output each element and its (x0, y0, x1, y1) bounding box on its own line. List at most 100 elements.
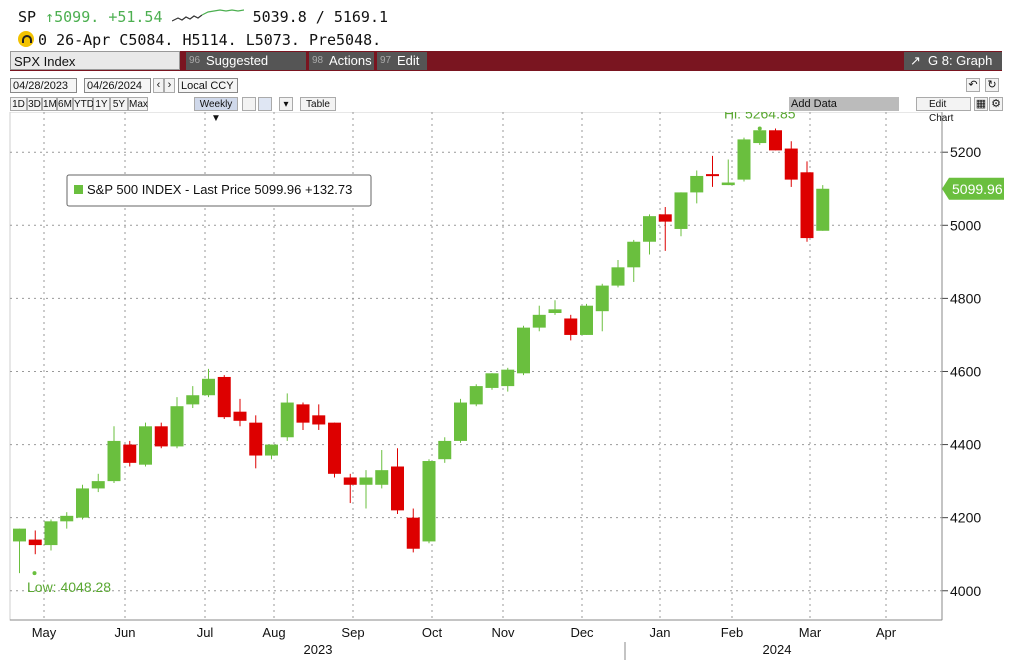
market-status-icon (18, 31, 34, 47)
y-tick-label: 4000 (950, 583, 981, 599)
month-label: Jul (197, 625, 214, 640)
low-value: 5073. (254, 31, 300, 49)
month-label: Nov (491, 625, 515, 640)
candle-type-icon[interactable] (258, 97, 272, 111)
candle-body (800, 172, 814, 239)
period-5y[interactable]: 5Y (110, 97, 128, 111)
gear-icon[interactable]: ⚙ (989, 97, 1003, 111)
next-icon[interactable]: › (164, 78, 175, 93)
candle-body (485, 373, 499, 388)
candle-body (816, 188, 830, 231)
dropdown-icon[interactable]: ▾ (279, 97, 293, 111)
start-date-field[interactable]: 04/28/2023 (10, 78, 77, 93)
currency-select[interactable]: Local CCY (178, 78, 238, 93)
sparkline-icon (171, 9, 244, 22)
security-field[interactable]: SPX Index (10, 51, 180, 70)
candle-body (170, 406, 184, 447)
candle-body (60, 515, 74, 522)
period-1d[interactable]: 1D (10, 97, 27, 111)
month-label: May (32, 625, 57, 640)
legend-text: S&P 500 INDEX - Last Price 5099.96 +132.… (87, 182, 352, 197)
table-button[interactable]: Table (300, 97, 336, 111)
candle-body (595, 285, 609, 312)
candle-body (91, 481, 105, 489)
candle-body (249, 422, 263, 456)
period-ytd[interactable]: YTD (73, 97, 94, 111)
range-low: 5039.8 (252, 8, 307, 26)
edit-menu[interactable]: 97 Edit ▾ (377, 52, 427, 86)
price-chart[interactable]: 4000 4200 4400 4600 4800 5000 5200 May Jun Jul Aug… (0, 112, 1024, 660)
candle-body (658, 214, 672, 222)
month-label: Dec (570, 625, 594, 640)
period-1m[interactable]: 1M (42, 97, 57, 111)
edit-chart-button[interactable]: Edit Chart (916, 97, 971, 124)
candle-body (13, 528, 26, 542)
y-tick-label: 4400 (950, 437, 981, 453)
month-label: Aug (262, 625, 285, 640)
close-label: C (119, 31, 129, 49)
undo-icon[interactable]: ↶ (966, 78, 980, 92)
candle-body (580, 305, 593, 335)
legend-box (66, 174, 372, 207)
period-3d[interactable]: 3D (27, 97, 42, 111)
candle-body (280, 402, 294, 438)
export-icon: ↗ (910, 53, 921, 68)
month-label: Jun (115, 625, 136, 640)
prev-icon[interactable]: ‹ (153, 78, 164, 93)
candle-body (753, 130, 767, 144)
candle-body (517, 327, 530, 374)
candle-body (107, 440, 121, 482)
candle-body (706, 174, 719, 177)
candle-body (312, 415, 326, 425)
end-date-field[interactable]: 04/26/2024 (84, 78, 151, 93)
pre-label: Pre (308, 31, 337, 49)
candle-body (564, 318, 578, 335)
price-change: +51.54 (108, 8, 163, 26)
low-annotation: Low: 4048.28 (27, 579, 111, 595)
period-6m[interactable]: 6M (57, 97, 73, 111)
candle-body (202, 378, 215, 396)
candle-body (643, 216, 656, 242)
candle-body (296, 404, 310, 423)
candle-body (186, 395, 200, 405)
candle-body (375, 470, 389, 485)
pre-value: 5048. (336, 31, 382, 49)
graph-label[interactable]: ↗ G 8: Graph 8 (904, 52, 1002, 86)
candle-body (454, 402, 467, 441)
candle-body (469, 386, 483, 405)
month-label: Feb (721, 625, 743, 640)
y-tick-label: 4800 (950, 290, 981, 306)
candle-body (438, 440, 452, 460)
candle-body (44, 521, 58, 546)
y-tick-label: 4600 (950, 363, 981, 379)
hi-marker (757, 126, 762, 131)
candle-body (769, 130, 782, 151)
candle-body (217, 376, 231, 418)
actions-menu[interactable]: 98 Actions ▾ (309, 52, 374, 86)
candle-body (154, 426, 168, 447)
last-price-label: 5099.96 (952, 181, 1003, 197)
frequency-select[interactable]: Weekly ▼ (194, 97, 238, 124)
period-1y[interactable]: 1Y (93, 97, 110, 111)
candle-body (406, 517, 420, 549)
ohlc-line: 0 26-Apr C5084. H5114. L5073. Pre5048. (18, 31, 381, 49)
quote-line: SP ↑5099. +51.54 5039.8 / 5169.1 (18, 8, 388, 26)
candle-body (784, 148, 798, 180)
add-data-button[interactable]: Add Data (789, 97, 899, 111)
candle-body (611, 267, 625, 286)
year-label: 2023 (304, 642, 333, 657)
candle-body (343, 477, 357, 485)
chart-settings-icon[interactable]: ▦ (974, 97, 988, 111)
month-label: Jan (650, 625, 671, 640)
refresh-icon[interactable]: ↻ (985, 78, 999, 92)
low-marker (32, 571, 37, 576)
month-label: Oct (422, 625, 443, 640)
period-max[interactable]: Max (128, 97, 148, 111)
y-tick-label: 5200 (950, 144, 981, 160)
candle-body (721, 182, 735, 186)
candle-body (674, 192, 688, 229)
chart-type-icon[interactable] (242, 97, 256, 111)
close-value: 5084. (128, 31, 174, 49)
open-flag: 0 (38, 31, 48, 49)
